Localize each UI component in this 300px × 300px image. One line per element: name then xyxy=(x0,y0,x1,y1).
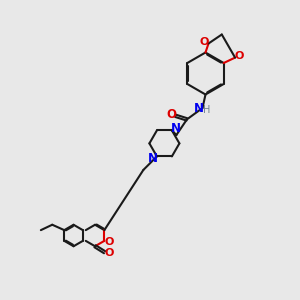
Text: O: O xyxy=(235,51,244,62)
Text: N: N xyxy=(171,122,181,135)
Text: O: O xyxy=(166,108,176,121)
Text: N: N xyxy=(194,101,204,115)
Text: O: O xyxy=(104,237,114,248)
Text: H: H xyxy=(203,105,210,115)
Text: N: N xyxy=(148,152,158,165)
Text: O: O xyxy=(104,248,113,258)
Text: O: O xyxy=(200,37,209,47)
